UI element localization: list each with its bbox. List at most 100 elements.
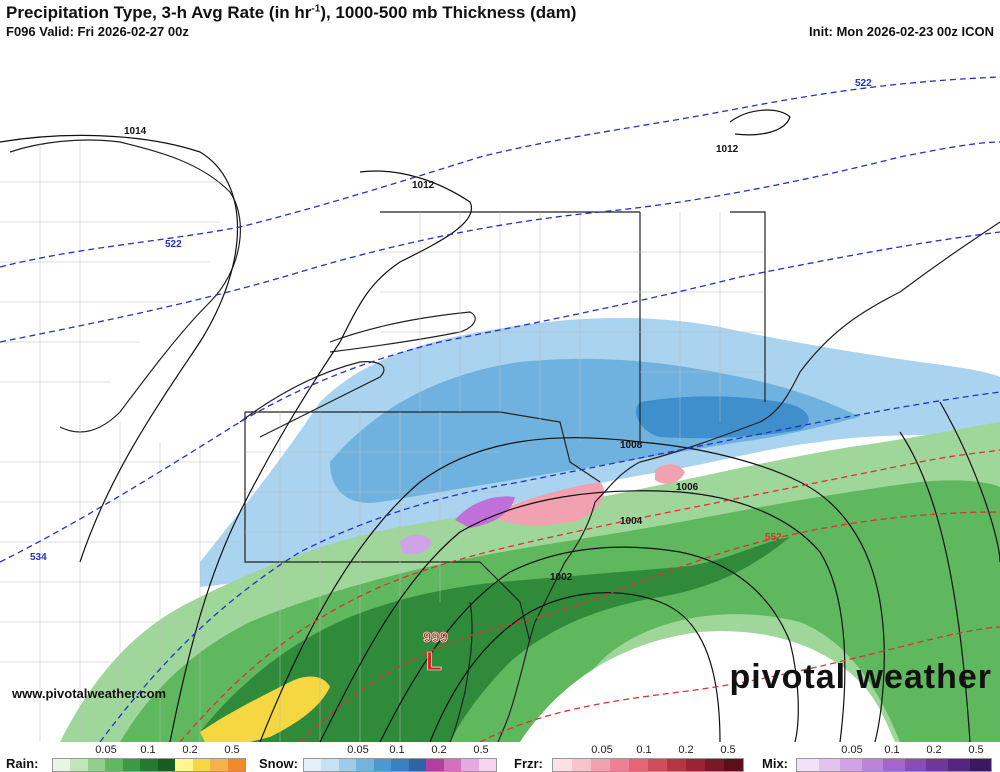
legend-swatch (157, 759, 176, 771)
legend-label: Snow: (259, 756, 298, 771)
legend-swatch (53, 759, 71, 771)
isobar-1002 (429, 592, 721, 742)
thickness-label: 552 (765, 532, 782, 543)
isobar-1014 (0, 134, 239, 563)
isobar-1006 (319, 490, 846, 742)
legend-swatch (356, 759, 374, 771)
lake-ontario (329, 311, 476, 353)
init-time: Init: Mon 2026-02-23 00z ICON (809, 24, 994, 39)
legend-swatch (591, 759, 610, 771)
snow-area-core (636, 396, 809, 439)
legend-swatch (947, 759, 970, 771)
legend-label: Rain: (6, 756, 39, 771)
legend-swatch (321, 759, 339, 771)
legend-swatch (175, 759, 193, 771)
legend-tick: 0.5 (968, 744, 984, 756)
county-lines (0, 142, 765, 742)
isobar-label: 1004 (620, 516, 643, 527)
map-title: Precipitation Type, 3-h Avg Rate (in hr-… (6, 3, 577, 22)
legend-swatch (705, 759, 724, 771)
legend-swatch (373, 759, 392, 771)
mix-area-2 (400, 534, 432, 555)
legend-swatch (338, 759, 357, 771)
low-pressure-value: 999 (423, 629, 448, 646)
low-pressure-center: 999 L (423, 629, 449, 677)
legend-swatch (391, 759, 409, 771)
great-lakes-outline (9, 139, 241, 433)
legend-swatch (70, 759, 88, 771)
legend-colorbar (52, 758, 246, 772)
thickness-546 (179, 449, 1000, 742)
legend-tick: 0.2 (431, 744, 447, 756)
isobar-1008 (259, 437, 885, 742)
map-labels: 1014 1012 1012 1008 1006 1004 1002 522 5… (30, 78, 872, 583)
legend-tick: 0.2 (926, 744, 942, 756)
isobar-far-east (899, 401, 1000, 742)
legend-swatch (140, 759, 158, 771)
valid-time: F096 Valid: Fri 2026-02-27 00z (6, 24, 189, 39)
chesapeake-bay (449, 601, 473, 742)
legend-swatch (210, 759, 228, 771)
legend-frzr: Frzr: 0.05 0.1 0.2 0.5 (512, 742, 752, 772)
thickness-528 (0, 141, 1000, 343)
thickness-lines (0, 76, 1000, 742)
legend-swatch (87, 759, 106, 771)
legend-swatch (122, 759, 141, 771)
legend-swatch (840, 759, 862, 771)
legend-swatch (648, 759, 667, 771)
legend-swatch (478, 759, 496, 771)
legend-swatch (667, 759, 686, 771)
legend-snow: Snow: 0.05 0.1 0.2 0.5 (255, 742, 505, 772)
legend-colorbar (552, 758, 744, 772)
legend-swatch (861, 759, 884, 771)
legend-swatch (192, 759, 211, 771)
thickness-522 (0, 76, 1000, 268)
legend-tick: 0.5 (473, 744, 489, 756)
isobar-1012-east (729, 109, 791, 136)
legend-swatch (304, 759, 322, 771)
legend-swatch (553, 759, 572, 771)
legend-swatch (408, 759, 427, 771)
thickness-558 (479, 626, 1000, 742)
legend-swatch (629, 759, 648, 771)
geographic-borders (9, 139, 1000, 742)
state-borders (244, 211, 766, 643)
isobar-label: 1012 (716, 144, 739, 155)
legend-swatch (572, 759, 591, 771)
thickness-534 (0, 231, 1000, 563)
legend-swatch (797, 759, 819, 771)
isobar-1004 (379, 546, 799, 742)
legend-tick: 0.1 (884, 744, 900, 756)
legend-label: Frzr: (514, 756, 543, 771)
legend-swatch (904, 759, 927, 771)
website-url: www.pivotalweather.com (12, 686, 167, 701)
legend-tick: 0.05 (95, 744, 117, 756)
east-coast (497, 221, 1000, 742)
isobars (0, 109, 1000, 742)
legend-swatch (818, 759, 841, 771)
isobar-label: 1002 (550, 572, 573, 583)
legend-tick: 0.1 (140, 744, 156, 756)
thickness-label: 522 (855, 78, 872, 89)
freezing-rain-area-2 (655, 464, 685, 484)
legend-tick: 0.05 (841, 744, 863, 756)
lake-erie (239, 361, 385, 438)
dry-slot (520, 631, 895, 742)
map-header: Precipitation Type, 3-h Avg Rate (in hr-… (0, 0, 1000, 42)
thickness-label: 534 (30, 552, 47, 563)
legend-colorbar (303, 758, 497, 772)
precip-legend: Rain: 0.05 0.1 0.2 0.5 Snow: 0.05 0.1 0.… (0, 742, 1000, 772)
legend-mix: Mix: 0.05 0.1 0.2 0.5 (760, 742, 1000, 772)
legend-tick: 0.2 (182, 744, 198, 756)
legend-swatch (969, 759, 992, 771)
thickness-label: 522 (165, 239, 182, 250)
legend-swatch (443, 759, 462, 771)
freezing-rain-area (500, 482, 604, 526)
isobar-label: 1006 (676, 482, 699, 493)
legend-tick: 0.5 (720, 744, 736, 756)
weather-map: 1014 1012 1012 1008 1006 1004 1002 522 5… (0, 42, 1000, 742)
thickness-540 (99, 391, 1000, 742)
isobar-label: 1008 (620, 440, 643, 451)
thickness-552 (299, 511, 1000, 742)
rain-heavy-yellow (200, 676, 330, 742)
